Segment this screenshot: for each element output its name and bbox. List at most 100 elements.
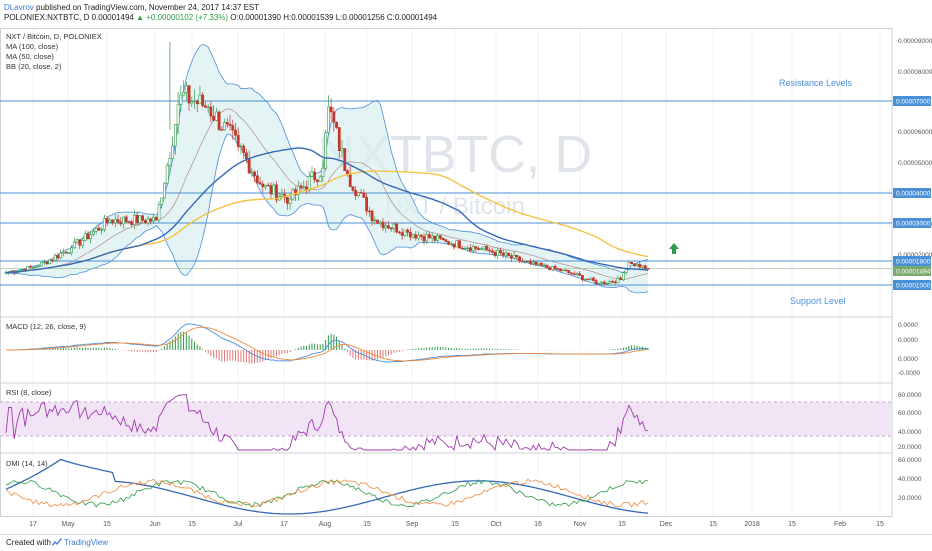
candle-body xyxy=(97,227,101,231)
level-label-box xyxy=(893,96,931,106)
legend-ma100[interactable]: MA (100, close) xyxy=(6,42,59,51)
candle-body xyxy=(537,262,541,265)
indicator-lines xyxy=(5,323,649,515)
candle-body xyxy=(122,216,125,225)
up-arrow-icon xyxy=(669,243,679,254)
candle-body xyxy=(247,158,251,174)
footer: Created with TradingView xyxy=(0,534,932,551)
candle-body xyxy=(59,252,63,259)
symbol-name: POLONIEX:NXTBTC, D xyxy=(4,13,92,22)
dmi-legend[interactable]: DMI (14, 14) xyxy=(6,459,48,468)
candle-body xyxy=(510,255,513,259)
candle-body xyxy=(318,176,322,182)
candle-body xyxy=(190,101,194,104)
rsi-band xyxy=(0,402,892,436)
bb-fill xyxy=(6,44,648,293)
candle-body xyxy=(264,184,267,188)
candle-body xyxy=(307,176,311,190)
tradingview-link[interactable]: TradingView xyxy=(64,538,109,547)
candle-body xyxy=(119,221,123,225)
candle-body xyxy=(133,214,136,226)
panes-border xyxy=(0,28,893,517)
rsi-line xyxy=(5,394,649,452)
candle-body xyxy=(411,234,415,238)
candle-body xyxy=(474,246,478,249)
time-tick-label: Jun xyxy=(149,521,160,528)
candle-body xyxy=(512,254,516,259)
candle-body xyxy=(239,145,243,148)
candle-body xyxy=(326,106,330,134)
candle-body xyxy=(53,255,57,261)
macd-legend[interactable]: MACD (12, 26, close, 9) xyxy=(6,322,87,331)
candle-body xyxy=(285,197,289,204)
main-legend: NXT / Bitcoin, D, POLONIEX MA (100, clos… xyxy=(6,32,102,72)
legend-ma50[interactable]: MA (50, close) xyxy=(6,52,54,61)
candle-body xyxy=(406,229,409,233)
time-tick-label: 15 xyxy=(618,521,626,528)
level-label-box xyxy=(893,218,931,228)
legend-bb[interactable]: BB (20, close, 2) xyxy=(6,62,62,71)
candle-body xyxy=(335,121,338,128)
candle-body xyxy=(29,266,32,268)
candle-body xyxy=(408,232,412,238)
candle-body xyxy=(223,122,226,131)
candle-body xyxy=(111,219,114,224)
candle-body xyxy=(302,186,306,188)
candle-body xyxy=(611,281,614,283)
grid xyxy=(32,28,881,516)
candle-body xyxy=(556,268,560,270)
candle-body xyxy=(124,216,128,222)
candle-body xyxy=(564,269,568,272)
candle-body xyxy=(559,268,562,272)
candle-body xyxy=(370,210,374,222)
candle-body xyxy=(354,190,358,196)
level-label: 0.00001000 xyxy=(896,283,931,290)
candle-body xyxy=(269,185,273,195)
candle-body xyxy=(433,235,437,241)
candle-body xyxy=(154,216,158,221)
candle-body xyxy=(441,237,445,240)
level-label: 0.00001494 xyxy=(896,269,931,276)
candle-body xyxy=(70,247,73,254)
candle-body xyxy=(348,174,352,188)
candle-body xyxy=(146,218,150,224)
candle-body xyxy=(463,248,467,250)
candle-body xyxy=(422,236,426,242)
time-tick-label: 15 xyxy=(709,521,717,528)
candle-body xyxy=(496,250,500,256)
legend-symbol[interactable]: NXT / Bitcoin, D, POLONIEX xyxy=(6,32,102,41)
time-tick-label: Jul xyxy=(234,521,243,528)
candle-body xyxy=(108,219,112,223)
rsi-legend[interactable]: RSI (8, close) xyxy=(6,388,52,397)
level-label: 0.00001800 xyxy=(896,259,931,266)
candle-body xyxy=(518,256,522,262)
level-label-box xyxy=(893,280,931,290)
candle-body xyxy=(321,167,325,178)
candle-body xyxy=(157,204,161,221)
candle-body xyxy=(34,266,38,268)
candle-body xyxy=(586,278,590,281)
candle-body xyxy=(490,250,494,253)
candle-body xyxy=(40,262,43,267)
dmi-minus-line xyxy=(5,478,649,508)
candle-body xyxy=(515,254,519,258)
candle-body xyxy=(479,248,483,250)
chart-canvas[interactable]: NXTBTC, D NXT / Bitcoin 0.000090000.0000… xyxy=(0,0,932,534)
candle-body xyxy=(184,85,188,93)
candle-body xyxy=(163,182,166,199)
candle-body xyxy=(417,234,420,239)
candle-body xyxy=(48,259,52,265)
candle-body xyxy=(214,111,218,121)
candle-body xyxy=(141,215,144,221)
candle-body xyxy=(81,240,84,246)
candle-body xyxy=(272,184,276,195)
author-link[interactable]: DLavrov xyxy=(4,3,34,12)
ma50-line xyxy=(5,147,649,274)
dmi-tick-label: 20.0000 xyxy=(898,495,922,502)
candle-body xyxy=(624,269,628,273)
candle-body xyxy=(127,221,131,223)
candle-body xyxy=(250,171,254,174)
candle-body xyxy=(548,267,552,271)
candle-body xyxy=(220,129,224,131)
candle-body xyxy=(198,94,202,105)
